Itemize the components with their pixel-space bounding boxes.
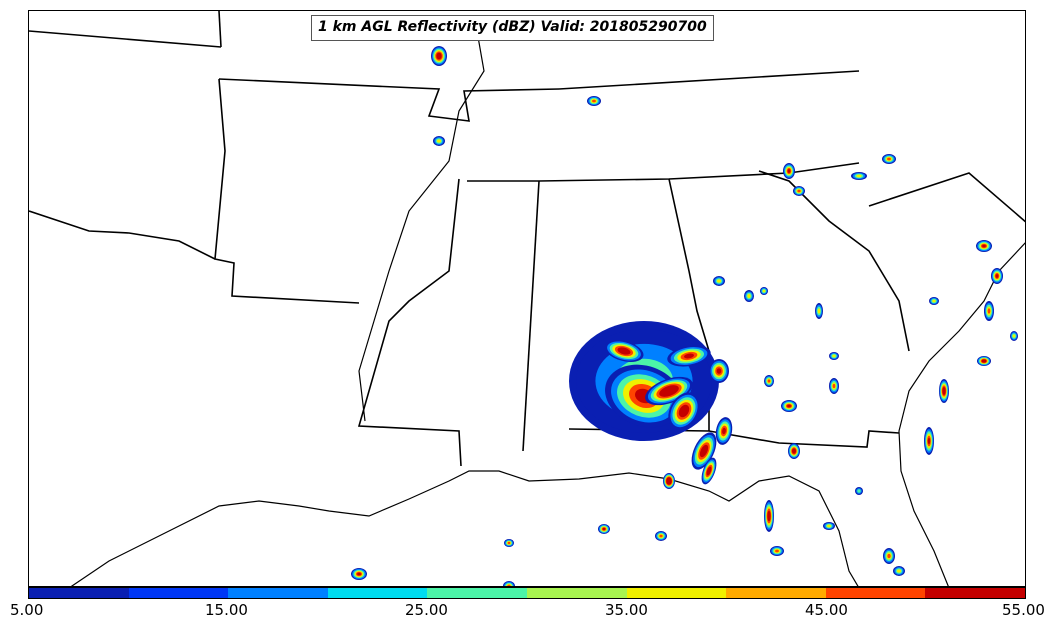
echo-cell (357, 572, 361, 576)
border-missouri-arkansas (218, 78, 560, 122)
border-arkansas-louisiana (214, 78, 360, 304)
echo-cell (667, 479, 671, 483)
colorbar-tick-45: 45.00 (805, 601, 848, 619)
border-nebraska-iowa (29, 30, 222, 48)
echo-cell (792, 449, 796, 453)
colorbar-segment-1 (128, 588, 229, 598)
echo-cell (747, 294, 751, 298)
colorbar-tick-5: 5.00 (10, 601, 44, 619)
echo-cell (832, 354, 836, 358)
echo-cell (775, 549, 779, 553)
echo-cell (942, 388, 946, 394)
atlantic-coast (898, 242, 1025, 586)
colorbar-tick-55: 55.00 (1002, 601, 1045, 619)
reflectivity-colorbar (28, 587, 1026, 599)
echo-cell (897, 569, 901, 573)
echo-cell (507, 541, 511, 545)
echo-cell (982, 244, 986, 248)
echo-cell (680, 407, 688, 415)
colorbar-segment-7 (726, 588, 826, 598)
colorbar-segment-8 (825, 588, 926, 598)
coastline (70, 30, 1025, 586)
echo-cell (817, 308, 821, 314)
colorbar-segment-9 (925, 588, 1025, 598)
echo-cell (602, 527, 606, 531)
echo-cell (987, 308, 991, 314)
echo-cell (592, 99, 596, 103)
gulf-coast (70, 470, 859, 586)
echo-cell (767, 512, 771, 520)
echo-cell (1012, 334, 1016, 338)
echo-cell (995, 274, 999, 278)
echo-cell (827, 524, 831, 528)
colorbar-segment-2 (228, 588, 328, 598)
echo-cell (717, 279, 721, 283)
border-kansas-missouri (218, 11, 222, 48)
colorbar-segment-6 (626, 588, 727, 598)
echo-cell (707, 468, 711, 474)
echo-cell (722, 427, 726, 435)
echo-cell (927, 437, 931, 445)
echo-cell (787, 169, 791, 173)
map-canvas (29, 11, 1025, 586)
border-northcarolina-southcarolina (868, 172, 1025, 223)
border-tennessee-south (467, 162, 860, 182)
echo-cell (437, 54, 441, 58)
colorbar-segment-4 (427, 588, 527, 598)
border-kentucky-tennessee (558, 70, 860, 90)
mississippi-river (358, 30, 485, 422)
echo-cell (932, 299, 936, 303)
map-panel (28, 10, 1026, 587)
state-borders (29, 11, 1025, 467)
colorbar-segment-0 (29, 588, 129, 598)
reflectivity-field (351, 46, 1018, 586)
echo-cell (982, 359, 986, 363)
echo-cell (887, 553, 891, 559)
echo-cell (857, 489, 861, 493)
border-georgia-southcarolina (758, 170, 910, 352)
colorbar-tick-15: 15.00 (205, 601, 248, 619)
colorbar-segment-3 (327, 588, 428, 598)
echo-cell (437, 139, 441, 143)
echo-cell (832, 383, 836, 389)
echo-cell (787, 404, 791, 408)
border-oklahoma-texas (29, 210, 216, 260)
echo-cell (620, 348, 628, 354)
map-title: 1 km AGL Reflectivity (dBZ) Valid: 20180… (311, 15, 714, 41)
echo-cell (664, 388, 674, 394)
border-mississippi-alabama (522, 180, 540, 452)
colorbar-segment-5 (526, 588, 627, 598)
echo-cell (659, 534, 663, 538)
echo-cell (767, 379, 771, 383)
echo-cell (701, 447, 707, 455)
echo-cell (887, 157, 891, 161)
colorbar-tick-35: 35.00 (605, 601, 648, 619)
colorbar-tick-25: 25.00 (405, 601, 448, 619)
echo-cell (797, 189, 801, 193)
echo-cell (762, 289, 766, 293)
echo-cell (507, 584, 511, 586)
echo-cell (683, 353, 695, 359)
border-mississippi-louisiana (357, 178, 462, 467)
echo-cell (856, 174, 862, 178)
echo-cell (716, 368, 722, 374)
